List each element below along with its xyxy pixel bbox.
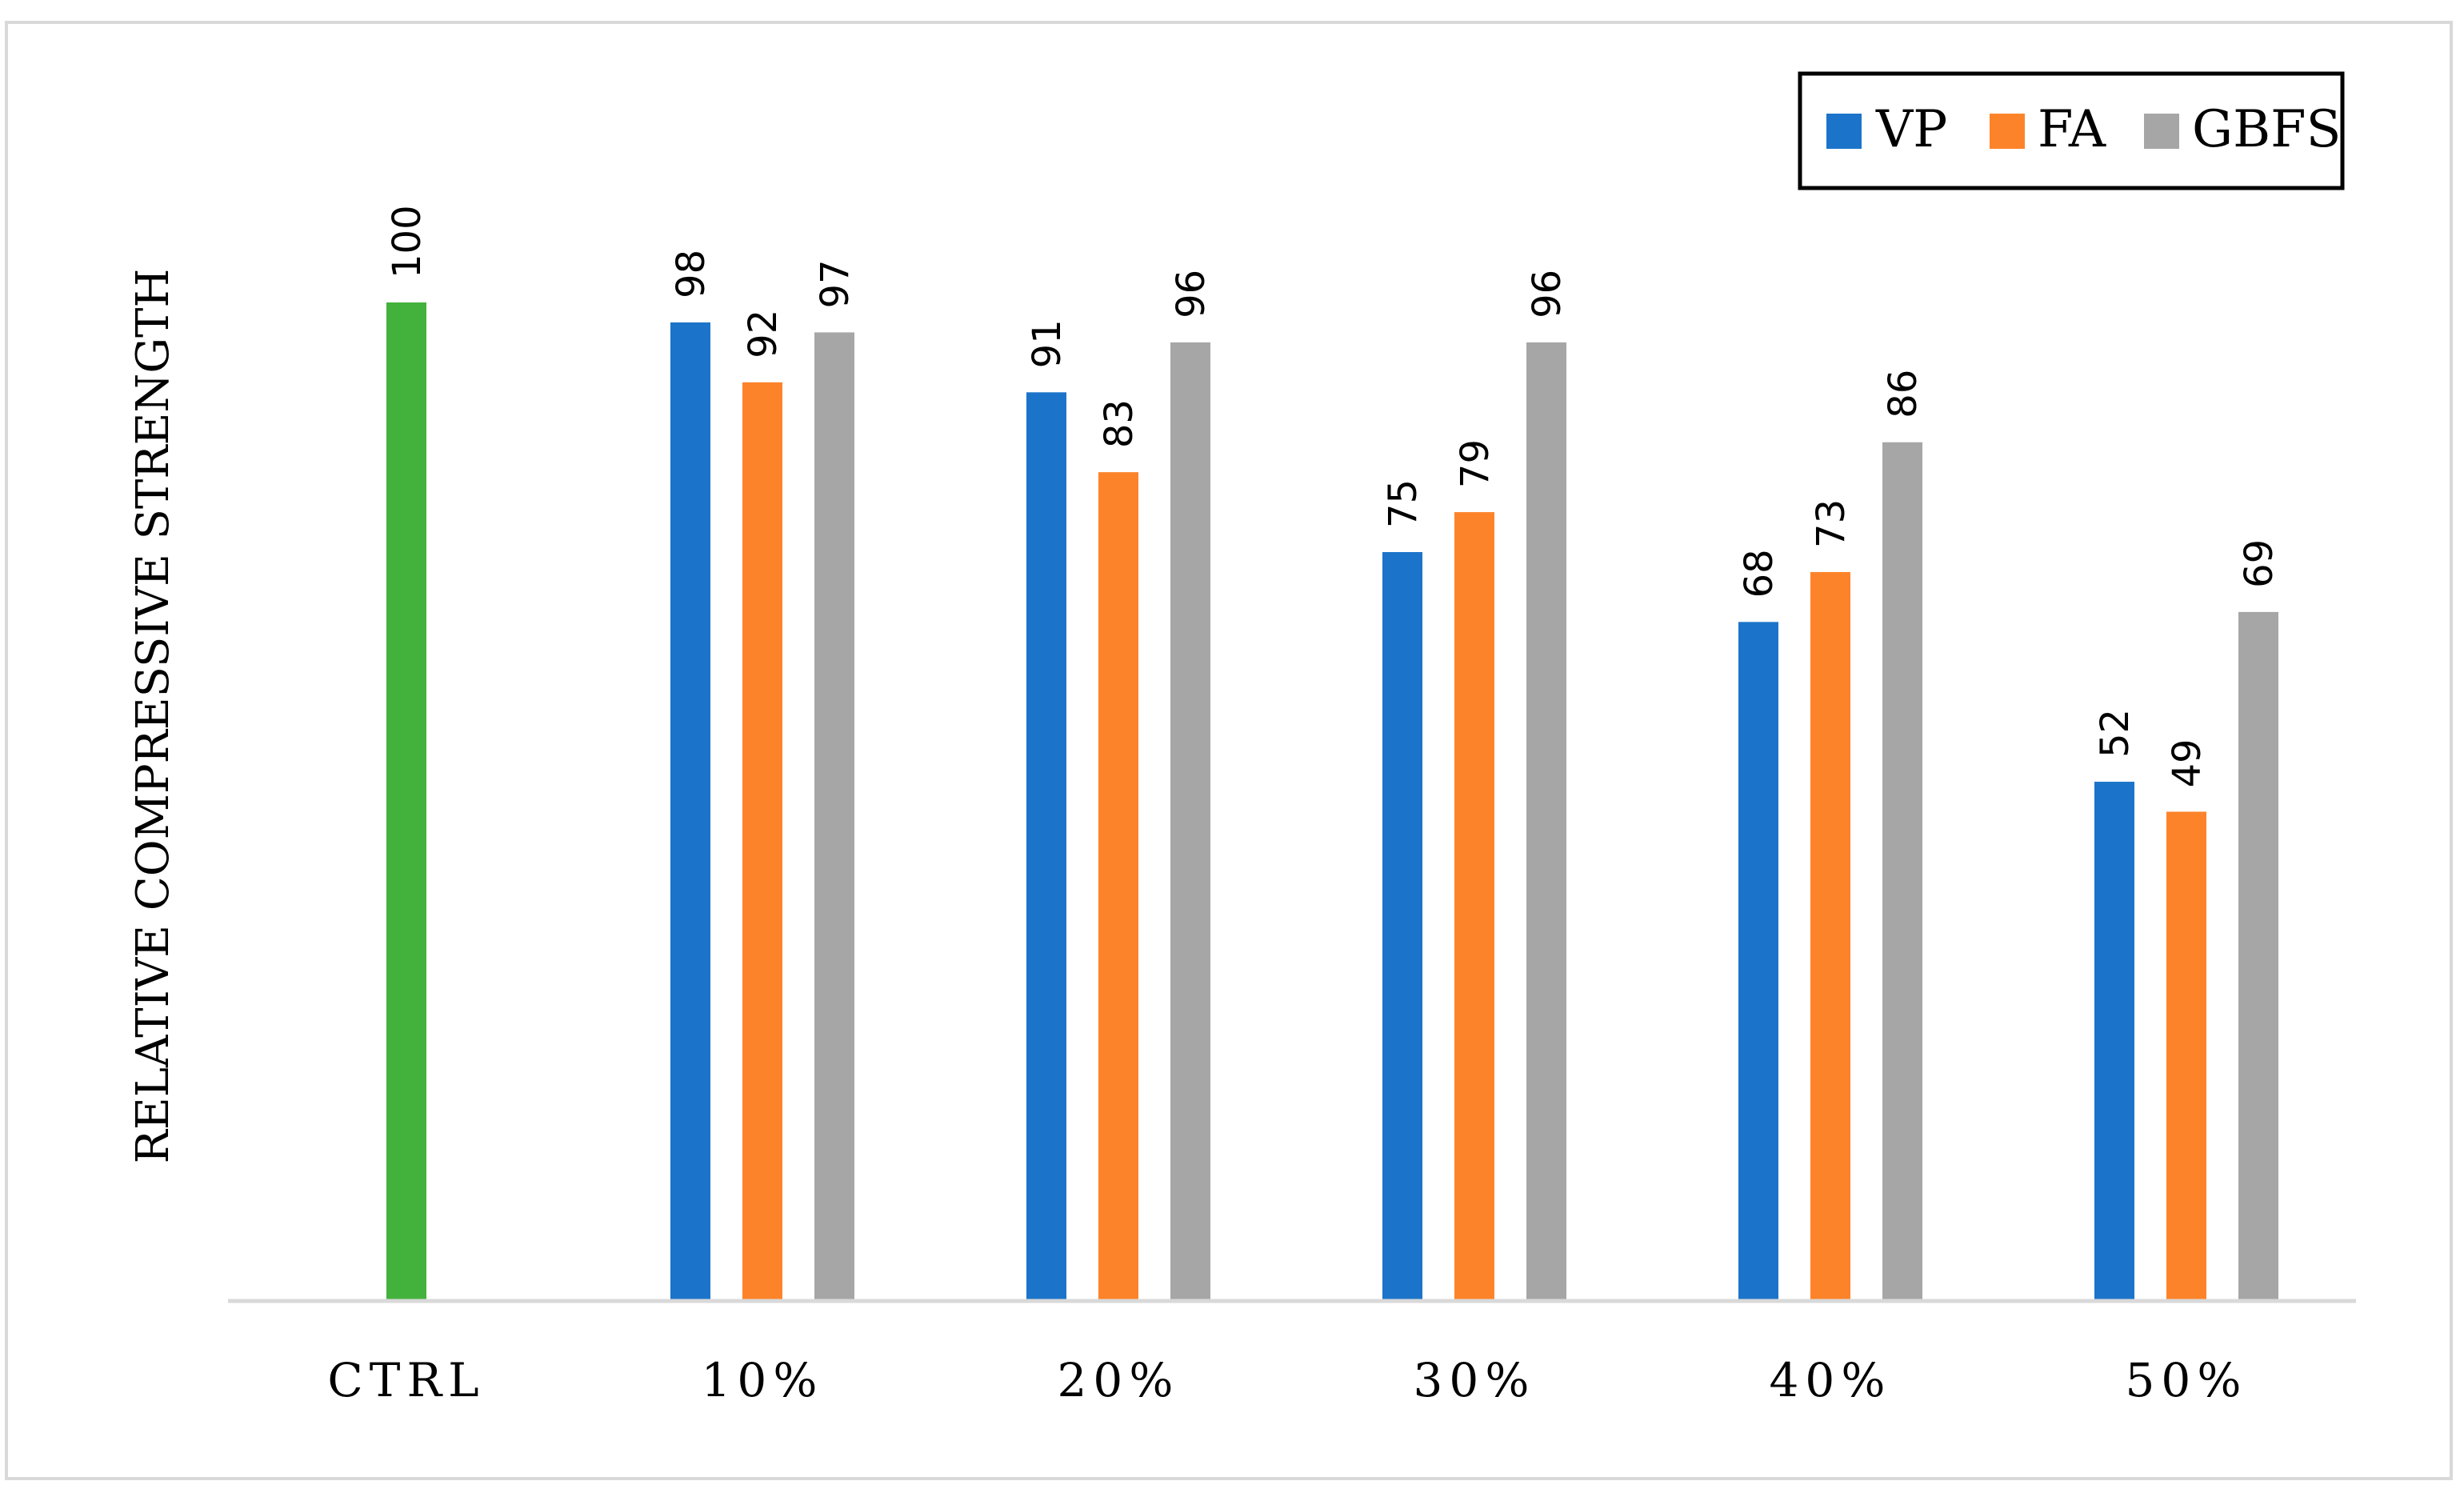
chart-border bbox=[5, 21, 2453, 1480]
legend-label-gbfs: GBFS bbox=[2192, 100, 2341, 159]
bar-ctrl bbox=[386, 302, 426, 1301]
legend-swatch-gbfs bbox=[2144, 114, 2179, 149]
bar-fa-30pct bbox=[1454, 512, 1494, 1301]
category-labels-layer: CTRL 10% 20% 30% 40% 50% bbox=[327, 1353, 2248, 1407]
data-label-vp-20pct: 91 bbox=[1025, 319, 1070, 368]
bar-fa-20pct bbox=[1098, 472, 1138, 1302]
bar-gbfs-40pct bbox=[1882, 442, 1922, 1301]
category-label-10pct: 10% bbox=[702, 1353, 824, 1407]
category-label-50pct: 50% bbox=[2126, 1353, 2248, 1407]
bar-vp-20pct bbox=[1026, 392, 1066, 1301]
bar-fa-50pct bbox=[2166, 811, 2206, 1301]
y-axis-label: RELATIVE COMPRESSIVE STRENGTH bbox=[127, 269, 179, 1164]
bar-gbfs-30pct bbox=[1526, 342, 1566, 1301]
data-label-vp-30pct: 75 bbox=[1381, 479, 1426, 528]
bar-gbfs-20pct bbox=[1170, 342, 1210, 1301]
bar-fa-40pct bbox=[1810, 571, 1850, 1301]
data-label-gbfs-10pct: 97 bbox=[813, 259, 858, 308]
category-label-ctrl: CTRL bbox=[327, 1353, 485, 1407]
data-label-ctrl: 100 bbox=[385, 205, 430, 278]
category-label-20pct: 20% bbox=[1058, 1353, 1180, 1407]
data-label-vp-10pct: 98 bbox=[669, 250, 714, 298]
bar-gbfs-10pct bbox=[814, 332, 854, 1302]
data-label-vp-50pct: 52 bbox=[2093, 709, 2138, 758]
data-label-fa-50pct: 49 bbox=[2165, 738, 2210, 787]
data-label-fa-20pct: 83 bbox=[1097, 399, 1142, 448]
legend-label-fa: FA bbox=[2038, 100, 2106, 159]
bar-vp-40pct bbox=[1738, 622, 1778, 1301]
data-label-fa-40pct: 73 bbox=[1809, 499, 1854, 548]
bars-layer bbox=[386, 302, 2278, 1302]
bar-vp-30pct bbox=[1382, 552, 1422, 1301]
bar-gbfs-50pct bbox=[2238, 611, 2278, 1301]
data-labels-layer: 100 98 92 97 91 83 96 75 79 96 68 73 86 52 49 69 bbox=[385, 205, 2282, 787]
data-label-gbfs-30pct: 96 bbox=[1525, 270, 1570, 318]
category-label-30pct: 30% bbox=[1414, 1353, 1536, 1407]
legend-box bbox=[1798, 71, 2345, 190]
category-label-40pct: 40% bbox=[1770, 1353, 1892, 1407]
bar-fa-10pct bbox=[742, 382, 782, 1302]
legend: VP FA GBFS bbox=[1798, 71, 2345, 190]
bar-vp-50pct bbox=[2094, 782, 2134, 1301]
data-label-fa-10pct: 92 bbox=[741, 310, 786, 358]
legend-swatch-fa bbox=[1990, 114, 2025, 149]
data-label-vp-40pct: 68 bbox=[1737, 549, 1782, 598]
data-label-gbfs-50pct: 69 bbox=[2237, 539, 2282, 588]
legend-label-vp: VP bbox=[1875, 100, 1947, 159]
legend-swatch-vp bbox=[1826, 114, 1862, 149]
data-label-gbfs-40pct: 86 bbox=[1881, 370, 1926, 418]
data-label-gbfs-20pct: 96 bbox=[1169, 270, 1214, 318]
bar-vp-10pct bbox=[670, 322, 710, 1302]
data-label-fa-30pct: 79 bbox=[1453, 439, 1498, 488]
